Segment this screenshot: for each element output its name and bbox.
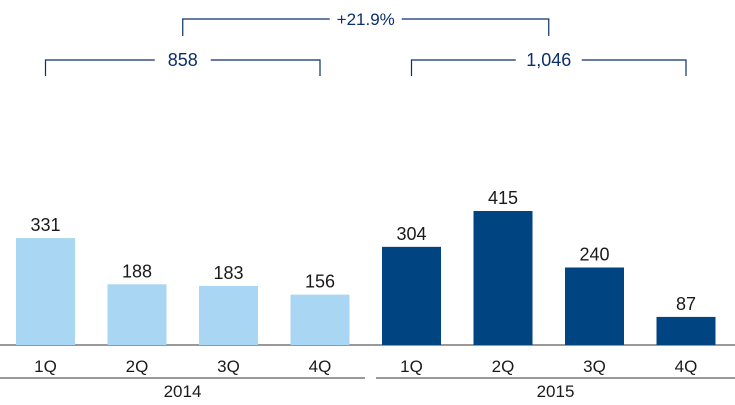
tick-label: 2Q bbox=[126, 357, 149, 376]
bar-2014-4Q bbox=[290, 294, 350, 345]
tick-label: 1Q bbox=[400, 357, 423, 376]
data-label: 415 bbox=[488, 188, 518, 208]
tick-label: 4Q bbox=[675, 357, 698, 376]
total-label: 1,046 bbox=[526, 50, 571, 70]
bar-2015-2Q bbox=[473, 211, 533, 345]
year-label: 2015 bbox=[537, 382, 575, 401]
data-label: 240 bbox=[579, 245, 609, 265]
total-bracket-2014 bbox=[44, 59, 321, 76]
total-label: 858 bbox=[168, 50, 198, 70]
bar-2014-2Q bbox=[107, 284, 167, 345]
tick-label: 4Q bbox=[309, 357, 332, 376]
bar-2014-3Q bbox=[199, 285, 258, 345]
bar-2015-1Q bbox=[382, 246, 441, 345]
change-bracket bbox=[182, 18, 550, 36]
data-label: 183 bbox=[213, 263, 243, 283]
data-label: 156 bbox=[305, 272, 335, 292]
data-label: 87 bbox=[676, 294, 696, 314]
total-bracket-2015 bbox=[410, 59, 687, 76]
data-label: 304 bbox=[396, 224, 426, 244]
tick-label: 3Q bbox=[217, 357, 240, 376]
data-label: 331 bbox=[30, 215, 60, 235]
bar-2014-1Q bbox=[16, 238, 75, 345]
data-label: 188 bbox=[122, 261, 152, 281]
bar-2015-3Q bbox=[565, 267, 624, 345]
change-label: +21.9% bbox=[337, 10, 395, 29]
tick-label: 3Q bbox=[583, 357, 606, 376]
year-label: 2014 bbox=[164, 382, 202, 401]
tick-label: 2Q bbox=[492, 357, 515, 376]
tick-label: 1Q bbox=[34, 357, 57, 376]
bar-2015-4Q bbox=[656, 316, 716, 345]
